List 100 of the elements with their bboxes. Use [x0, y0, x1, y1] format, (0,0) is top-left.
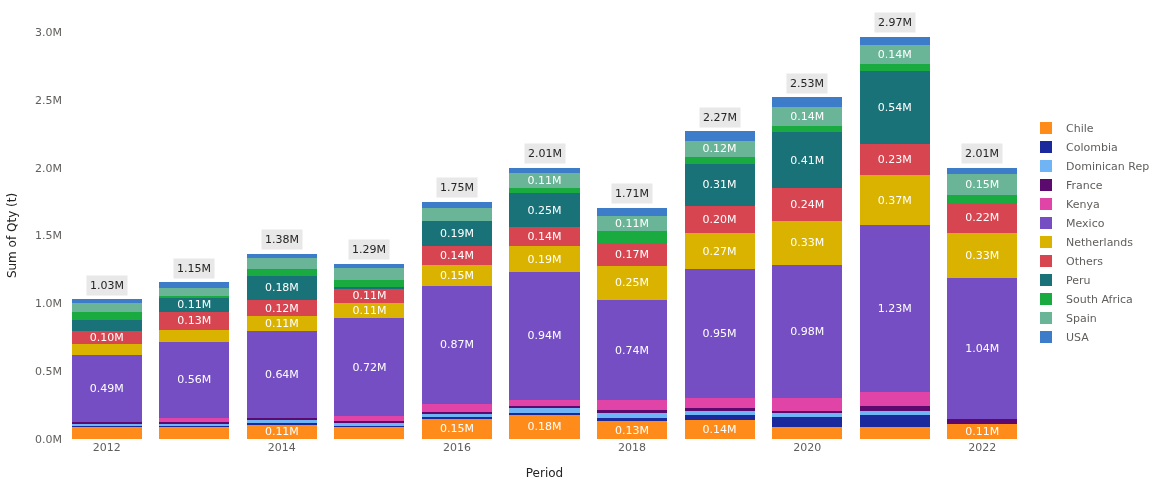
bar — [684, 232, 755, 270]
bar — [772, 413, 843, 418]
bar — [421, 265, 492, 286]
legend-label: USA — [1066, 331, 1090, 345]
legend-label: Colombia — [1066, 141, 1118, 155]
data-label: 0.72M — [352, 360, 387, 374]
data-label: 0.41M — [790, 153, 825, 167]
data-label: 0.87M — [439, 338, 474, 352]
bar — [772, 398, 843, 411]
bar — [421, 403, 492, 412]
data-label: 0.14M — [877, 47, 912, 61]
bar — [859, 405, 930, 411]
bar — [597, 266, 668, 300]
bar — [772, 426, 843, 439]
bar — [509, 272, 580, 400]
x-tick-label: 2012 — [92, 441, 121, 454]
data-label: 1.23M — [877, 302, 912, 316]
data-label: 0.25M — [527, 203, 562, 217]
data-label: 0.15M — [965, 178, 1000, 192]
bar — [246, 268, 317, 276]
data-label: 0.15M — [439, 422, 474, 436]
bar — [334, 263, 405, 269]
bar — [509, 167, 580, 174]
bar — [684, 156, 755, 164]
bar — [947, 174, 1018, 195]
legend-label: Netherlands — [1066, 236, 1134, 250]
bar — [509, 408, 580, 414]
bar — [859, 63, 930, 71]
data-label: 0.18M — [264, 281, 299, 295]
data-label: 0.11M — [177, 298, 212, 312]
data-label: 1.04M — [965, 341, 1000, 355]
x-tick-label: 2018 — [618, 441, 647, 454]
data-label: 0.33M — [790, 236, 825, 250]
bar — [772, 97, 843, 107]
data-label: 0.11M — [615, 216, 650, 230]
data-label: 0.94M — [527, 329, 562, 343]
bar — [859, 414, 930, 427]
data-label: 0.11M — [352, 304, 387, 318]
x-tick-label: 2022 — [968, 441, 997, 454]
data-label: 0.56M — [177, 373, 212, 387]
bar — [334, 280, 405, 288]
data-label: 0.95M — [702, 327, 737, 341]
total-label: 2.97M — [878, 16, 912, 29]
total-label: 1.71M — [615, 187, 649, 200]
bar — [421, 411, 492, 414]
y-tick-label: 0.0M — [35, 432, 62, 446]
bar — [71, 303, 142, 312]
bar — [71, 319, 142, 331]
total-label: 2.53M — [790, 77, 824, 90]
data-label: 0.11M — [264, 317, 299, 331]
data-label: 0.11M — [264, 425, 299, 439]
x-tick-label: 2020 — [793, 441, 822, 454]
bar — [859, 36, 930, 45]
total-label: 1.38M — [265, 233, 299, 246]
bar — [772, 132, 843, 189]
bar — [684, 269, 755, 399]
bar — [159, 417, 230, 423]
bar — [246, 257, 317, 269]
data-label: 0.31M — [702, 178, 737, 192]
data-label: 0.14M — [439, 249, 474, 263]
bar — [421, 285, 492, 404]
legend-label: Peru — [1066, 274, 1091, 288]
bar — [947, 232, 1018, 278]
legend-label: Dominican Rep — [1066, 160, 1150, 174]
data-label: 0.27M — [702, 244, 737, 258]
y-axis-title: Sum of Qty (t) — [5, 192, 20, 279]
bar — [684, 398, 755, 408]
bar — [772, 188, 843, 221]
bar — [159, 295, 230, 298]
bar — [597, 207, 668, 216]
bar — [246, 331, 317, 418]
bar — [246, 253, 317, 258]
bar — [159, 342, 230, 418]
bar — [159, 329, 230, 342]
bar — [684, 407, 755, 411]
bar — [684, 410, 755, 415]
bar — [509, 246, 580, 273]
bar — [71, 355, 142, 422]
bar — [597, 409, 668, 413]
bar — [334, 415, 405, 422]
data-label: 0.20M — [702, 212, 737, 226]
data-label: 0.25M — [615, 276, 650, 290]
bar — [159, 426, 230, 439]
data-label: 0.10M — [89, 330, 124, 344]
data-label: 0.13M — [615, 423, 650, 437]
bar — [71, 344, 142, 356]
x-axis-title: Period — [525, 465, 564, 480]
bar — [509, 406, 580, 409]
y-tick-label: 3.0M — [35, 25, 62, 39]
bar — [509, 188, 580, 194]
bar — [597, 299, 668, 401]
bar — [772, 417, 843, 427]
data-label: 0.14M — [702, 423, 737, 437]
bar — [859, 392, 930, 406]
data-label: 0.14M — [790, 109, 825, 123]
data-label: 0.14M — [527, 230, 562, 244]
y-tick-label: 1.0M — [35, 297, 62, 311]
legend-label: Spain — [1066, 312, 1097, 326]
bar — [947, 202, 1018, 233]
total-label: 1.15M — [177, 262, 211, 275]
